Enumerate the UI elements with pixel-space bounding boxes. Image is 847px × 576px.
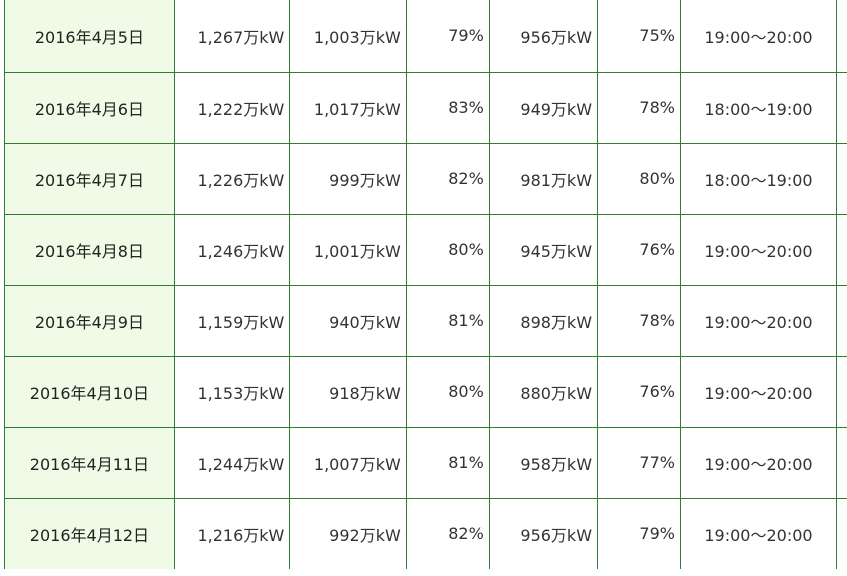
table-row: 2016年4月8日 1,246万kW 1,001万kW 80% 945万kW 7… (4, 213, 847, 286)
peak-rate-cell: 81% (405, 284, 490, 357)
hourly-demand-cell: 958万kW (488, 426, 599, 499)
hourly-demand-cell: 880万kW (488, 355, 599, 428)
capacity-cell: 1,267万kW (173, 0, 291, 73)
hourly-rate-cell: 78% (597, 284, 681, 357)
peak-demand-cell: 1,017万kW (289, 71, 407, 144)
clipped-cell (835, 213, 847, 286)
peak-rate-cell: 81% (405, 426, 490, 499)
table-body: 2016年4月5日 1,267万kW 1,003万kW 79% 956万kW 7… (4, 0, 847, 569)
hourly-demand-cell: 956万kW (488, 497, 599, 569)
peak-rate-cell: 80% (405, 213, 490, 286)
peak-demand-cell: 1,001万kW (289, 213, 407, 286)
time-slot-cell: 18:00〜19:00 (679, 71, 837, 144)
table-row: 2016年4月10日 1,153万kW 918万kW 80% 880万kW 76… (4, 355, 847, 428)
clipped-cell (835, 0, 847, 73)
peak-demand-cell: 992万kW (289, 497, 407, 569)
table-row: 2016年4月9日 1,159万kW 940万kW 81% 898万kW 78%… (4, 284, 847, 357)
date-cell: 2016年4月6日 (4, 71, 175, 144)
hourly-demand-cell: 956万kW (488, 0, 599, 73)
hourly-demand-cell: 949万kW (488, 71, 599, 144)
capacity-cell: 1,153万kW (173, 355, 291, 428)
peak-demand-cell: 1,003万kW (289, 0, 407, 73)
table-row: 2016年4月7日 1,226万kW 999万kW 82% 981万kW 80%… (4, 142, 847, 215)
date-cell: 2016年4月12日 (4, 497, 175, 569)
clipped-cell (835, 497, 847, 569)
time-slot-cell: 19:00〜20:00 (679, 355, 837, 428)
table-row: 2016年4月11日 1,244万kW 1,007万kW 81% 958万kW … (4, 426, 847, 499)
hourly-demand-cell: 945万kW (488, 213, 599, 286)
peak-rate-cell: 79% (405, 0, 490, 73)
capacity-cell: 1,159万kW (173, 284, 291, 357)
capacity-cell: 1,216万kW (173, 497, 291, 569)
time-slot-cell: 19:00〜20:00 (679, 426, 837, 499)
hourly-rate-cell: 76% (597, 355, 681, 428)
date-cell: 2016年4月11日 (4, 426, 175, 499)
capacity-cell: 1,246万kW (173, 213, 291, 286)
peak-demand-cell: 1,007万kW (289, 426, 407, 499)
time-slot-cell: 19:00〜20:00 (679, 213, 837, 286)
peak-demand-cell: 999万kW (289, 142, 407, 215)
clipped-cell (835, 142, 847, 215)
clipped-cell (835, 426, 847, 499)
time-slot-cell: 19:00〜20:00 (679, 497, 837, 569)
time-slot-cell: 19:00〜20:00 (679, 0, 837, 73)
peak-rate-cell: 80% (405, 355, 490, 428)
capacity-cell: 1,226万kW (173, 142, 291, 215)
date-cell: 2016年4月7日 (4, 142, 175, 215)
hourly-rate-cell: 79% (597, 497, 681, 569)
clipped-cell (835, 71, 847, 144)
peak-demand-cell: 940万kW (289, 284, 407, 357)
time-slot-cell: 19:00〜20:00 (679, 284, 837, 357)
power-usage-table: 2016年4月5日 1,267万kW 1,003万kW 79% 956万kW 7… (4, 0, 847, 569)
hourly-demand-cell: 898万kW (488, 284, 599, 357)
hourly-rate-cell: 80% (597, 142, 681, 215)
date-cell: 2016年4月10日 (4, 355, 175, 428)
table-row: 2016年4月6日 1,222万kW 1,017万kW 83% 949万kW 7… (4, 71, 847, 144)
hourly-rate-cell: 78% (597, 71, 681, 144)
date-cell: 2016年4月5日 (4, 0, 175, 73)
table-row: 2016年4月12日 1,216万kW 992万kW 82% 956万kW 79… (4, 497, 847, 569)
peak-demand-cell: 918万kW (289, 355, 407, 428)
hourly-rate-cell: 77% (597, 426, 681, 499)
capacity-cell: 1,244万kW (173, 426, 291, 499)
clipped-cell (835, 284, 847, 357)
peak-rate-cell: 82% (405, 497, 490, 569)
peak-rate-cell: 83% (405, 71, 490, 144)
time-slot-cell: 18:00〜19:00 (679, 142, 837, 215)
table-row: 2016年4月5日 1,267万kW 1,003万kW 79% 956万kW 7… (4, 0, 847, 73)
hourly-rate-cell: 75% (597, 0, 681, 73)
hourly-rate-cell: 76% (597, 213, 681, 286)
clipped-cell (835, 355, 847, 428)
peak-rate-cell: 82% (405, 142, 490, 215)
date-cell: 2016年4月9日 (4, 284, 175, 357)
capacity-cell: 1,222万kW (173, 71, 291, 144)
hourly-demand-cell: 981万kW (488, 142, 599, 215)
date-cell: 2016年4月8日 (4, 213, 175, 286)
